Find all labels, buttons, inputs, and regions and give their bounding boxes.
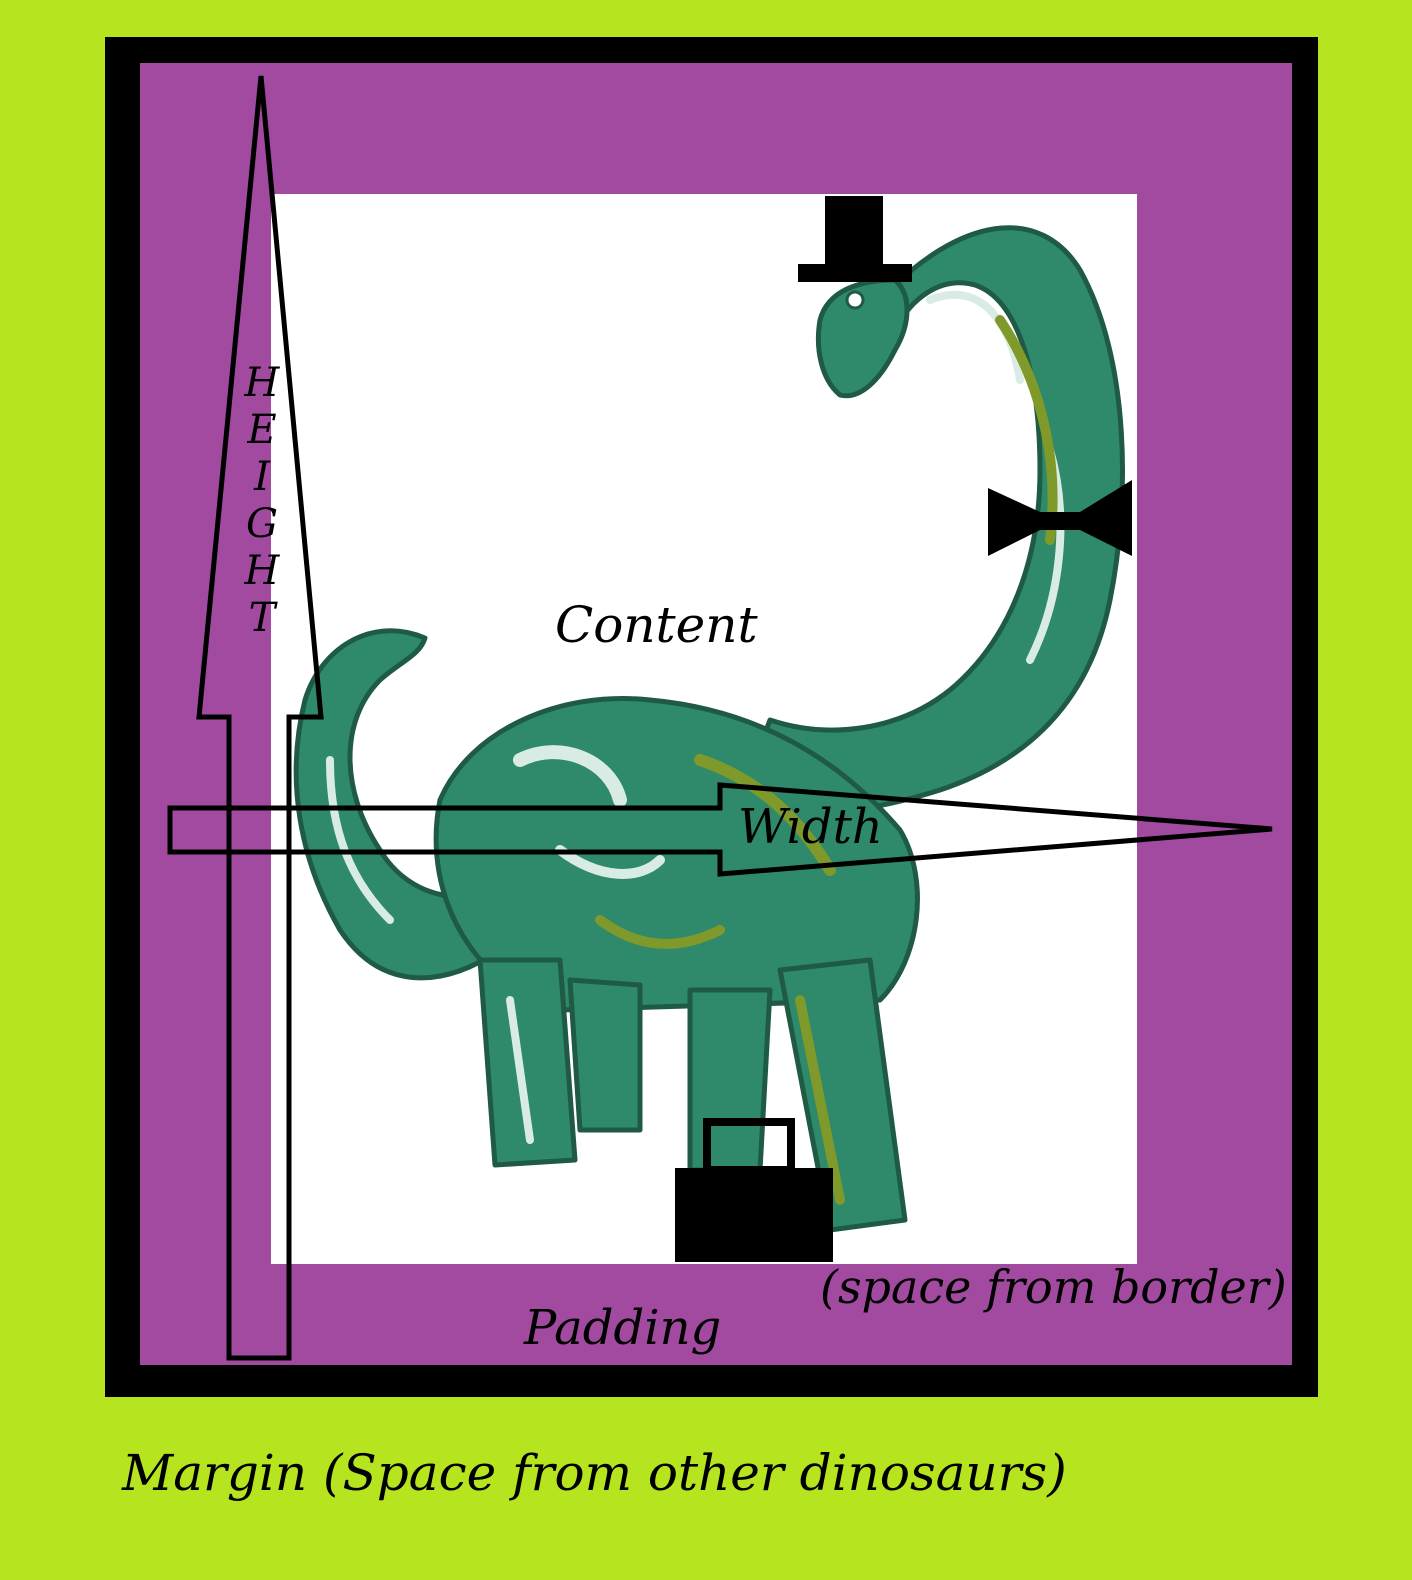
top-hat-icon (798, 196, 912, 282)
height-label-letter: I (254, 454, 270, 500)
dinosaur-illustration (293, 225, 1125, 1233)
height-label-letter: T (248, 595, 276, 641)
padding-label: Padding (524, 1300, 722, 1356)
width-arrow-icon (167, 782, 1273, 877)
height-arrow-icon (196, 75, 324, 1361)
dinosaur-eye (845, 290, 865, 310)
height-label-letter: H (244, 360, 280, 406)
briefcase-icon (675, 1118, 833, 1262)
height-label-letter: G (246, 501, 278, 547)
width-label: Width (738, 799, 883, 855)
bow-tie-icon (988, 480, 1132, 556)
content-label: Content (555, 596, 758, 654)
height-label-letter: H (244, 548, 280, 594)
margin-label: Margin (Space from other dinosaurs) (122, 1444, 1067, 1502)
space-from-border-label: (space from border) (820, 1260, 1287, 1314)
height-label-letter: E (247, 407, 277, 453)
